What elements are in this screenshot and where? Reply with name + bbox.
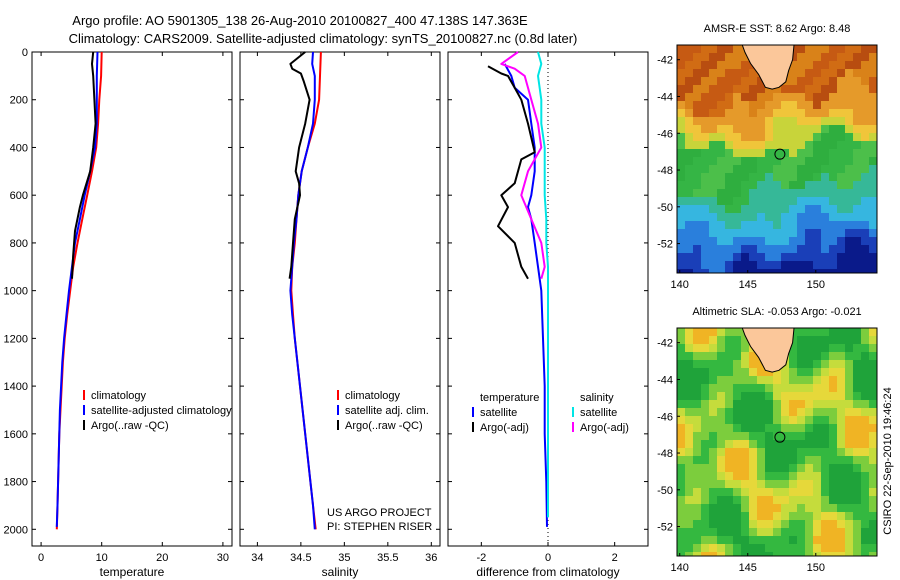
temperature-xtick-label: 10	[96, 552, 108, 564]
depth-tick-label: 2000	[4, 524, 28, 536]
sst-map-ytick-label: -52	[657, 239, 673, 251]
temperature-xtick-label: 20	[156, 552, 168, 564]
temperature-panel: 0 200 400 600 800 1000 1200 1400 1600 1800 2000 0 10…	[4, 47, 233, 579]
temperature-legend-label: satellite-adjusted climatology	[91, 405, 232, 417]
sst-map-ytick-label: -48	[657, 165, 673, 177]
credit-line1: US ARGO PROJECT	[327, 507, 432, 519]
depth-tick-label: 400	[10, 142, 28, 154]
sla-map-ytick-label: -50	[657, 485, 673, 497]
depth-tick-label: 1200	[4, 333, 28, 345]
sla-map-ytick-label: -46	[657, 411, 673, 423]
sla-map-title: Altimetric SLA: -0.053 Argo: -0.021	[692, 306, 861, 318]
salinity-xtick-label: 34.5	[290, 552, 311, 564]
difference-xtick-label: 2	[612, 552, 618, 564]
sst-map-title: AMSR-E SST: 8.62 Argo: 8.48	[704, 23, 851, 35]
sst-map-ytick-label: -44	[657, 91, 673, 103]
salinity-xtick-label: 34	[251, 552, 263, 564]
sst-map-frame	[676, 44, 878, 274]
temperature-xlabel: temperature	[100, 565, 165, 579]
depth-tick-label: 0	[22, 47, 28, 59]
difference-series-argo-adj-	[487, 65, 536, 280]
difference-legend-label: Argo(-adj)	[480, 422, 529, 434]
salinity-xtick-label: 35.5	[377, 552, 398, 564]
sst-map-ytick-label: -42	[657, 55, 673, 67]
credit-line2: PI: STEPHEN RISER	[327, 521, 432, 533]
sst-map-tasmania-land	[741, 44, 795, 90]
difference-series-satellite	[503, 63, 548, 527]
depth-tick-label: 1800	[4, 477, 28, 489]
depth-tick-label: 1000	[4, 286, 28, 298]
temperature-series-argo-raw-qc-	[71, 51, 97, 279]
difference-legend-label: satellite	[580, 407, 617, 419]
difference-legend-heading: salinity	[580, 392, 614, 404]
sla-map-xtick-label: 150	[807, 562, 825, 574]
difference-series-argo-adj-	[500, 51, 546, 279]
sla-map-tasmania-land	[741, 327, 795, 373]
difference-xtick-label: 0	[545, 552, 551, 564]
salinity-xtick-label: 35	[338, 552, 350, 564]
sst-map-panel: AMSR-E SST: 8.62 Argo: 8.48 140 145 150 -42 -…	[657, 23, 878, 291]
depth-tick-label: 800	[10, 238, 28, 250]
difference-legend-heading: temperature	[480, 392, 539, 404]
temperature-series-satellite-adjusted-climatology	[55, 51, 99, 527]
salinity-legend-label: Argo(..raw -QC)	[345, 420, 423, 432]
salinity-legend-label: satellite adj. clim.	[345, 405, 429, 417]
difference-legend: temperature salinity satellite Argo(-adj) sa…	[472, 392, 629, 434]
sla-map-float-marker	[774, 431, 786, 443]
depth-tick-label: 1400	[4, 381, 28, 393]
sla-map-ytick-label: -42	[657, 338, 673, 350]
temperature-legend: climatology satellite-adjusted climatolog…	[83, 390, 232, 432]
sla-map-xtick-label: 145	[739, 562, 757, 574]
sla-map-ytick-label: -52	[657, 522, 673, 534]
sla-map-panel: Altimetric SLA: -0.053 Argo: -0.021 140 14…	[657, 306, 878, 574]
side-timestamp: CSIRO 22-Sep-2010 19:46:24	[882, 387, 894, 534]
sst-map-xtick-label: 140	[671, 279, 689, 291]
temperature-legend-label: climatology	[91, 390, 147, 402]
difference-xtick-label: -2	[476, 552, 486, 564]
salinity-legend-label: climatology	[345, 390, 401, 402]
salinity-legend: climatology satellite adj. clim. Argo(..ra…	[337, 390, 429, 432]
difference-legend-label: satellite	[480, 407, 517, 419]
temperature-frame	[31, 51, 233, 547]
figure-title-line2: Climatology: CARS2009. Satellite-adjuste…	[69, 31, 578, 46]
sst-map-xtick-label: 150	[807, 279, 825, 291]
temperature-xtick-label: 0	[38, 552, 44, 564]
salinity-panel: 34 34.5 35 35.5 36 salinity climatology satelli…	[239, 51, 441, 579]
depth-tick-label: 200	[10, 95, 28, 107]
difference-xlabel: difference from climatology	[476, 565, 619, 579]
salinity-series-satellite-adj-clim-	[289, 51, 316, 530]
sla-map-frame	[676, 327, 878, 557]
difference-series-satellite	[537, 51, 549, 518]
salinity-frame	[239, 51, 441, 547]
depth-tick-label: 1600	[4, 429, 28, 441]
sla-map-ytick-label: -44	[657, 374, 673, 386]
sla-map-xtick-label: 140	[671, 562, 689, 574]
sst-map-ytick-label: -46	[657, 128, 673, 140]
sla-map-ytick-label: -48	[657, 448, 673, 460]
salinity-xlabel: salinity	[322, 565, 359, 579]
salinity-xtick-label: 36	[425, 552, 437, 564]
sst-map-float-marker	[774, 148, 786, 160]
salinity-series-argo-raw-qc-	[288, 51, 311, 279]
figure-title-line1: Argo profile: AO 5901305_138 26-Aug-2010…	[72, 13, 528, 28]
temperature-legend-label: Argo(..raw -QC)	[91, 420, 169, 432]
difference-legend-label: Argo(-adj)	[580, 422, 629, 434]
sst-map-ytick-label: -50	[657, 202, 673, 214]
sst-map-xtick-label: 145	[739, 279, 757, 291]
depth-tick-label: 600	[10, 190, 28, 202]
temperature-xtick-label: 30	[217, 552, 229, 564]
